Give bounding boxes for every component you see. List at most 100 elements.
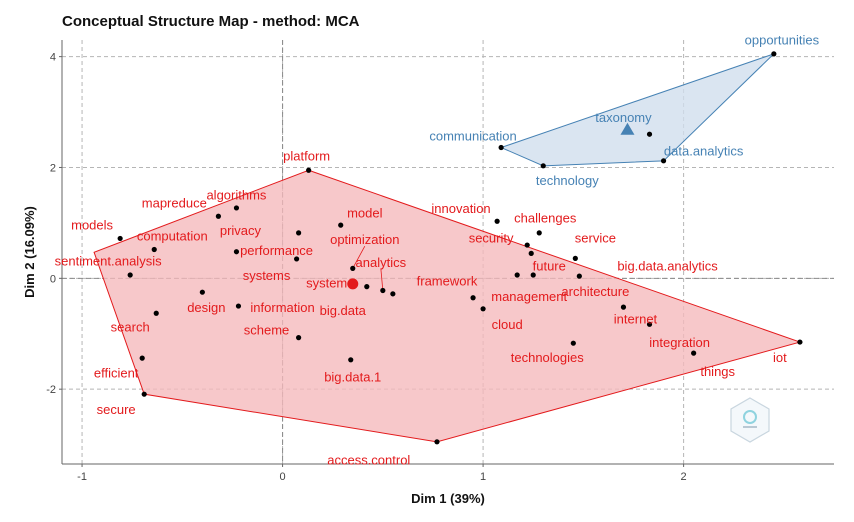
y-tick-label: -2: [46, 384, 56, 396]
point-opportunities: [771, 51, 777, 57]
point-service: [576, 273, 582, 279]
label-algorithms: algorithms: [206, 188, 266, 203]
leader-optimization: [352, 245, 366, 269]
x-tick-label: 1: [480, 471, 486, 483]
point-scheme: [296, 335, 302, 341]
point-analytics: [380, 287, 386, 294]
point-sentiment.analysis: [127, 272, 133, 278]
label-technology: technology: [536, 173, 599, 188]
point-privacy: [233, 249, 240, 255]
point-computation: [151, 246, 157, 253]
label-management: management: [491, 289, 567, 304]
label-scheme: scheme: [244, 322, 290, 337]
leader-analytics: [380, 268, 384, 291]
point-challenges: [536, 230, 542, 236]
logo-mark: [743, 410, 757, 424]
point-information: [235, 303, 242, 309]
point-mapreduce: [215, 213, 222, 219]
label-big.data.analytics: big.data.analytics: [617, 259, 718, 274]
point-technology: [540, 163, 546, 169]
label-secure: secure: [97, 402, 136, 417]
label-communication: communication: [429, 128, 516, 143]
point-security: [524, 242, 530, 248]
label-big.data: big.data: [320, 303, 367, 318]
label-privacy: privacy: [220, 223, 262, 238]
label-data.analytics: data.analytics: [664, 143, 744, 158]
y-axis-title: Dim 2 (16.09%): [22, 206, 37, 298]
watermark-logo: [730, 397, 770, 443]
label-platform: platform: [283, 148, 330, 163]
label-iot: iot: [773, 350, 787, 365]
point-search: [153, 310, 159, 316]
point-platform: [306, 167, 312, 173]
point-big.data.1: [348, 357, 354, 363]
label-integration: integration: [649, 335, 710, 350]
centroid-cluster-2: [620, 122, 635, 135]
label-framework: framework: [417, 274, 478, 289]
x-axis-title: Dim 1 (39%): [411, 491, 485, 506]
y-tick-label: 4: [50, 52, 56, 64]
point-cloud: [514, 272, 520, 278]
point-secure: [141, 391, 147, 397]
point-design: [199, 289, 205, 295]
point-data.analytics: [660, 158, 667, 164]
label-big.data.1: big.data.1: [324, 370, 381, 385]
label-security: security: [469, 230, 514, 245]
point-optimization: [350, 265, 356, 271]
label-internet: internet: [614, 311, 658, 326]
point-algorithms: [233, 205, 240, 211]
label-models: models: [71, 218, 113, 233]
point-big.data: [390, 291, 396, 297]
data-points: [117, 51, 803, 445]
point-technologies: [570, 340, 576, 346]
point-performance: [296, 230, 302, 236]
label-system: system: [306, 275, 347, 290]
point-systems: [294, 256, 300, 262]
point-internet: [620, 304, 627, 310]
label-design: design: [187, 300, 225, 315]
label-search: search: [111, 320, 150, 335]
point-future: [528, 250, 534, 256]
point-architecture: [572, 255, 578, 261]
label-taxonomy: taxonomy: [595, 110, 652, 125]
y-tick-labels: -2 0 2 4: [46, 52, 62, 396]
point-integration: [646, 321, 653, 327]
label-architecture: architecture: [561, 284, 629, 299]
x-tick-label: 2: [681, 471, 687, 483]
point-models: [117, 235, 123, 242]
label-service: service: [575, 230, 616, 245]
label-technologies: technologies: [511, 350, 584, 365]
point-communication: [498, 144, 504, 151]
label-optimization: optimization: [330, 232, 399, 247]
x-tick-label: -1: [77, 471, 87, 483]
point-things: [691, 350, 697, 356]
point-management: [480, 306, 486, 312]
label-performance: performance: [240, 243, 313, 258]
point-model: [338, 222, 344, 228]
point-taxonomy: [646, 131, 653, 137]
label-future: future: [533, 259, 566, 274]
label-information: information: [250, 300, 314, 315]
label-model: model: [347, 205, 383, 220]
label-opportunities: opportunities: [745, 33, 820, 48]
cluster-hull-1: [93, 169, 802, 443]
x-tick-label: 0: [280, 471, 286, 483]
label-things: things: [700, 364, 735, 379]
label-cloud: cloud: [492, 317, 523, 332]
label-analytics: analytics: [356, 255, 407, 270]
label-challenges: challenges: [514, 210, 577, 225]
point-iot: [797, 339, 803, 345]
label-innovation: innovation: [431, 201, 490, 216]
label-access.control: access.control: [327, 453, 410, 468]
label-computation: computation: [137, 229, 208, 244]
label-mapreduce: mapreduce: [142, 195, 207, 210]
point-efficient: [139, 355, 145, 361]
y-tick-label: 2: [50, 162, 56, 174]
x-tick-labels: -1 0 1 2: [77, 464, 687, 483]
cluster-centroids: [347, 122, 635, 290]
point-big.data.analytics: [530, 272, 536, 278]
label-sentiment.analysis: sentiment.analysis: [55, 254, 162, 269]
cluster-hulls: [93, 53, 802, 443]
